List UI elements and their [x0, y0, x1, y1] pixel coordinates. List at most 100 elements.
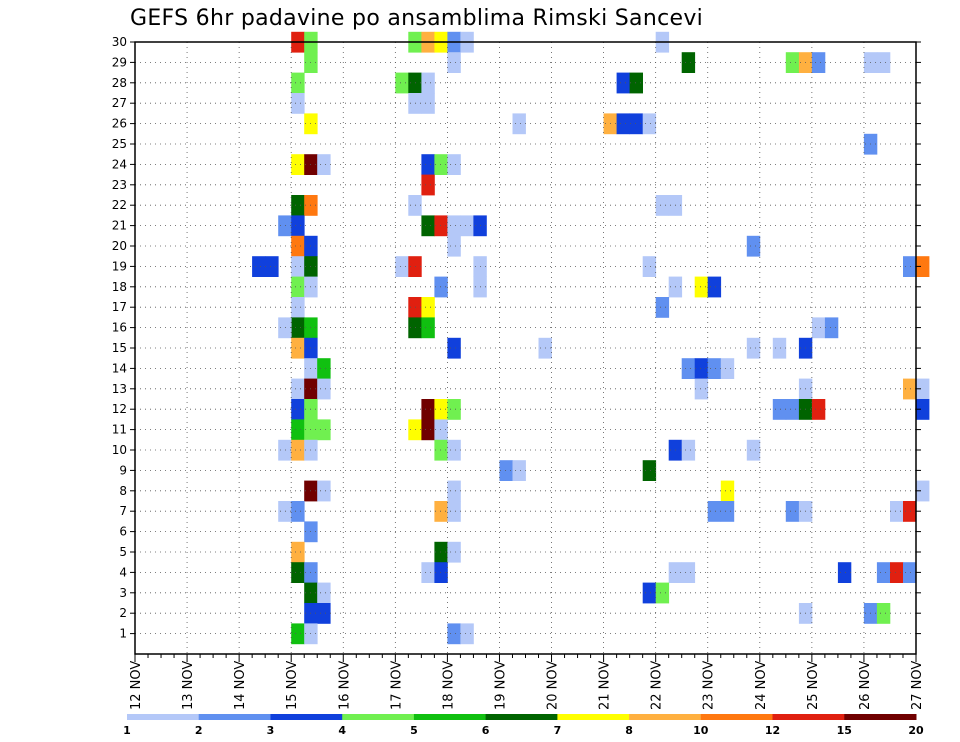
data-cell	[655, 195, 670, 216]
data-cell	[707, 276, 722, 298]
legend-label: 4	[338, 724, 346, 737]
data-cell	[317, 419, 331, 441]
data-cell	[434, 541, 448, 563]
data-cell	[512, 460, 526, 481]
y-tick-label: 29	[112, 55, 127, 69]
y-tick-label: 25	[112, 137, 127, 151]
x-tick-label: 13 NOV	[181, 661, 196, 710]
legend-label: 5	[410, 724, 418, 737]
legend-label: 20	[908, 724, 924, 737]
data-cell	[278, 501, 292, 522]
data-cell	[447, 623, 461, 645]
y-tick-label: 3	[119, 586, 127, 600]
y-tick-label: 24	[112, 157, 127, 171]
data-cell	[642, 460, 657, 481]
data-cell	[746, 337, 761, 359]
data-cell	[421, 297, 435, 318]
legend-swatch	[557, 714, 630, 720]
y-tick-label: 1	[119, 627, 127, 641]
data-cell	[278, 317, 292, 339]
y-tick-label: 19	[112, 259, 127, 273]
data-cell	[447, 154, 461, 175]
data-cell	[824, 317, 839, 339]
data-cell	[291, 337, 305, 359]
data-cell	[291, 623, 305, 645]
legend-label: 12	[765, 724, 780, 737]
data-cell	[681, 562, 696, 583]
legend-swatch	[270, 714, 343, 720]
y-tick-label: 14	[112, 361, 127, 375]
data-cell	[447, 439, 461, 461]
data-cell	[421, 93, 435, 114]
data-cell	[629, 113, 643, 135]
data-cell	[655, 297, 670, 318]
legend-label: 6	[482, 724, 490, 737]
x-axis: 12 NOV 13 NOV 14 NOV 15 NOV 16 NOV 17 NOV 18 N…	[129, 654, 925, 710]
data-cell	[837, 562, 852, 583]
legend-label: 7	[554, 724, 562, 737]
data-cell	[785, 501, 800, 522]
data-cell	[720, 358, 735, 379]
data-cell	[655, 582, 670, 604]
data-cell	[421, 72, 435, 94]
data-cell	[291, 256, 305, 277]
data-cell	[278, 439, 292, 461]
x-tick-label: 22 NOV	[650, 661, 665, 710]
data-cell	[681, 358, 696, 379]
data-cell	[434, 419, 448, 441]
data-cell	[421, 215, 435, 237]
data-cell	[278, 215, 292, 237]
legend-label: 8	[625, 724, 633, 737]
data-cell	[291, 541, 305, 563]
data-cell	[447, 399, 461, 420]
legend-swatch	[485, 714, 558, 720]
y-tick-label: 20	[112, 239, 127, 253]
data-cell	[694, 358, 709, 379]
data-cell	[772, 337, 787, 359]
data-cell	[785, 52, 800, 73]
data-cell	[291, 195, 305, 216]
x-tick-label: 25 NOV	[806, 661, 821, 710]
data-cell	[421, 562, 435, 583]
x-tick-label: 26 NOV	[858, 661, 873, 710]
data-cell	[265, 256, 279, 277]
y-tick-label: 9	[119, 463, 127, 477]
data-cell	[772, 399, 787, 420]
data-cell	[876, 603, 891, 624]
data-cell	[395, 256, 409, 277]
chart-title: GEFS 6hr padavine po ansamblima Rimski S…	[130, 6, 704, 31]
data-cell	[447, 215, 461, 237]
y-tick-label: 4	[119, 565, 127, 579]
data-cell	[876, 562, 891, 583]
x-tick-label: 16 NOV	[337, 661, 352, 710]
data-cell	[916, 399, 930, 420]
data-cell	[291, 72, 305, 94]
legend-swatch	[772, 714, 845, 720]
data-cell	[447, 52, 461, 73]
x-tick-label: 17 NOV	[389, 661, 404, 710]
legend-label: 15	[837, 724, 852, 737]
data-cell	[707, 501, 722, 522]
data-cell	[291, 419, 305, 441]
y-tick-label: 12	[112, 402, 127, 416]
data-cell	[421, 154, 435, 175]
data-cell	[681, 439, 696, 461]
legend-swatch	[844, 714, 917, 720]
data-cell	[447, 480, 461, 502]
data-cell	[291, 215, 305, 237]
data-cell	[291, 378, 305, 400]
y-tick-label: 6	[119, 525, 127, 539]
legend-label: 1	[123, 724, 131, 737]
legend-swatch	[342, 714, 415, 720]
data-cell	[903, 378, 917, 400]
data-cell	[291, 562, 305, 583]
data-cell	[434, 439, 448, 461]
y-tick-label: 27	[112, 96, 127, 110]
y-tick-label: 28	[112, 76, 127, 90]
data-cell	[434, 276, 448, 298]
data-cell	[421, 419, 435, 441]
color-legend: 1 2 3 4 5 6 7 8 10 12 15 20	[123, 714, 924, 737]
y-tick-label: 2	[119, 606, 127, 620]
x-tick-label: 15 NOV	[285, 661, 300, 710]
data-cell	[317, 480, 331, 502]
